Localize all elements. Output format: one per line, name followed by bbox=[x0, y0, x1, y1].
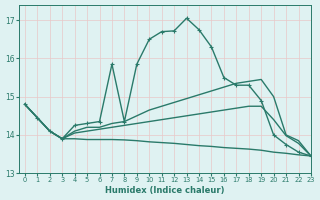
X-axis label: Humidex (Indice chaleur): Humidex (Indice chaleur) bbox=[105, 186, 225, 195]
